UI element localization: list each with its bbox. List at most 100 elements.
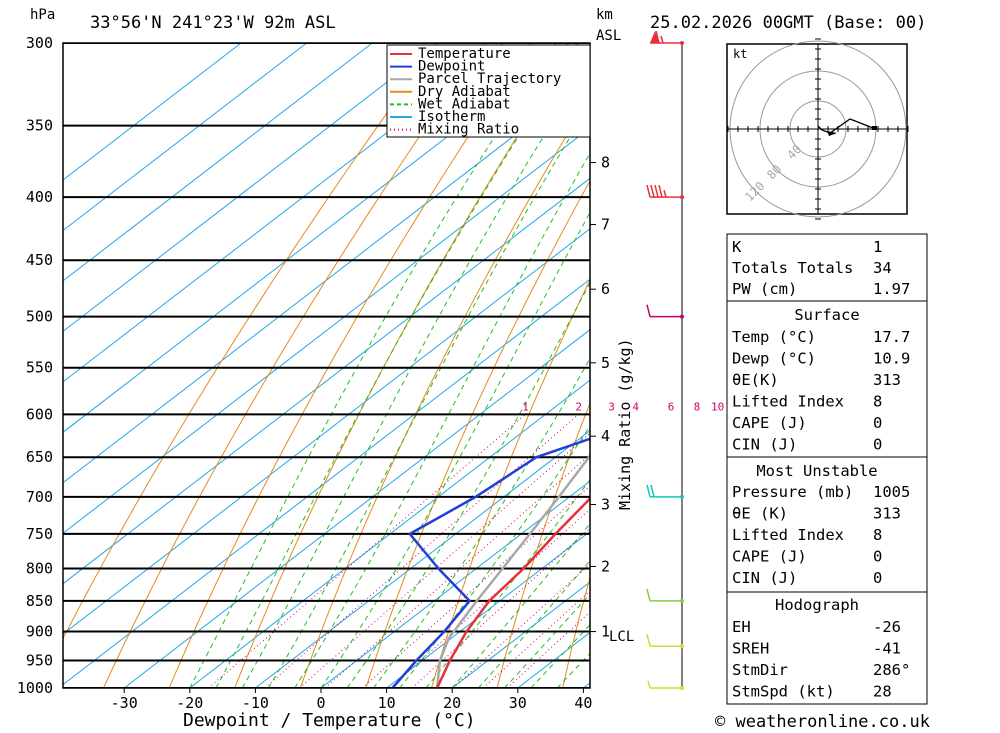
km-label: km	[596, 7, 613, 23]
dry-adiabat-line	[956, 6, 1000, 688]
legend-label: Temperature	[418, 46, 511, 62]
km-tick-label: 7	[601, 216, 610, 234]
wet-adiabat-line	[373, 357, 590, 688]
isotherm-line	[320, 480, 590, 688]
copyright: © weatheronline.co.uk	[715, 712, 930, 732]
x-axis-label: Dewpoint / Temperature (°C)	[183, 710, 476, 731]
wind-barb-full	[646, 588, 651, 602]
table-row-value: 313	[873, 505, 901, 523]
wind-barbs	[646, 30, 684, 690]
wind-barb-full	[650, 484, 655, 498]
most-unstable-title: Most Unstable	[756, 462, 877, 480]
pressure-tick-label: 500	[26, 308, 53, 326]
mixing-ratio-line	[208, 413, 526, 688]
isotherm-line	[63, 43, 439, 333]
table-row-value: -41	[873, 640, 901, 658]
surface-rows: Temp (°C) 17.7 Dewp (°C) 10.9 θE(K) 313 Lifted…	[732, 328, 910, 454]
table-row-value: 28	[873, 683, 892, 701]
table-row-label: StmDir	[732, 661, 788, 679]
wet-adiabat-line	[241, 61, 590, 688]
wind-barb-full	[655, 30, 660, 44]
mixing-ratio-label: 8	[694, 400, 701, 413]
tt-value: 34	[873, 259, 892, 277]
table-row-label: CIN (J)	[732, 436, 797, 454]
lcl-label: LCL	[609, 629, 634, 645]
table-row-value: 1005	[873, 483, 910, 501]
isotherm-line	[63, 43, 504, 383]
surface-box	[726, 300, 928, 458]
pressure-tick-label: 900	[26, 623, 53, 641]
hodo-ticks	[727, 38, 909, 220]
mixing-ratio-label: 6	[668, 400, 675, 413]
temp-tick-label: -30	[111, 694, 138, 712]
pw-value: 1.97	[873, 280, 910, 298]
mixing-ratio-label: 4	[632, 400, 639, 413]
table-row-label: Lifted Index	[732, 526, 844, 544]
table-row-label: θE (K)	[732, 505, 788, 523]
legend-label: Wet Adiabat	[418, 96, 511, 112]
hodograph-rows: EH -26 SREH -41 StmDir 286° StmSpd (kt) 28	[732, 618, 910, 701]
isobar-lines	[63, 43, 590, 688]
wet-adiabat-line	[425, 479, 590, 688]
legend-box	[386, 44, 591, 138]
pressure-tick-label: 300	[26, 34, 53, 52]
mixing-ratio-axis-label: Mixing Ratio (g/kg)	[616, 338, 634, 510]
isotherm-line	[189, 379, 590, 688]
table-row-label: CAPE (J)	[732, 414, 807, 432]
dry-adiabat-line	[496, 402, 590, 688]
legend-label: Mixing Ratio	[418, 122, 519, 138]
table-row-label: SREH	[732, 640, 769, 658]
table-row-value: 8	[873, 526, 882, 544]
sounding-series	[391, 437, 590, 688]
table-row-value: 0	[873, 569, 882, 587]
table-row-label: StmSpd (kt)	[732, 683, 835, 701]
table-row-label: θE(K)	[732, 371, 779, 389]
plot-frame	[62, 42, 591, 689]
temp-tick-label: -10	[242, 694, 269, 712]
wind-barb-half	[663, 189, 667, 198]
k-value: 1	[873, 238, 882, 256]
asl-label: ASL	[596, 28, 621, 44]
wind-barb-full	[646, 304, 651, 317]
legend-label: Parcel Trajectory	[418, 71, 561, 87]
km-tick-label: 3	[601, 496, 610, 514]
table-row-value: 8	[873, 393, 882, 411]
mixing-ratio-label: 2	[575, 400, 582, 413]
km-tick-label: 4	[601, 427, 610, 445]
isotherm-line	[63, 228, 590, 635]
isotherm-line	[63, 127, 590, 534]
table-row-label: Dewp (°C)	[732, 350, 816, 368]
wet-adiabat-line	[215, 43, 579, 688]
temp-tick-label: 30	[509, 694, 527, 712]
table-row-value: 0	[873, 548, 882, 566]
indices-box	[726, 233, 928, 302]
pressure-tick-label: 350	[26, 117, 53, 135]
hodo-storm-marker	[827, 131, 837, 136]
pressure-tick-label: 750	[26, 525, 53, 543]
most-unstable-rows: Pressure (mb) 1005 θE (K) 313 Lifted Index 8 C…	[732, 483, 910, 587]
table-row-value: 313	[873, 371, 901, 389]
mixing-ratio-label: 10	[711, 400, 724, 413]
wind-barb-full	[658, 184, 663, 198]
pressure-tick-label: 450	[26, 251, 53, 269]
pressure-tick-label: 650	[26, 448, 53, 466]
table-row-label: Temp (°C)	[732, 328, 816, 346]
table-row-label: Pressure (mb)	[732, 483, 853, 501]
tt-label: Totals Totals	[732, 259, 853, 277]
wind-barb-half	[660, 35, 664, 44]
wind-barb-full	[654, 184, 659, 198]
wind-barb-pennant	[650, 31, 659, 43]
km-axis: 8 7 6 5 4 3 2 1	[590, 154, 610, 641]
table-row-value: 17.7	[873, 328, 910, 346]
isotherm-line	[63, 43, 242, 181]
temp-tick-label: 40	[574, 694, 592, 712]
temp-tick-label: 20	[443, 694, 461, 712]
mixing-ratio-line	[264, 413, 580, 688]
legend-label: Dewpoint	[418, 59, 485, 75]
hodograph-table: Hodograph EH -26 SREH -41 StmDir 286° StmSpd (…	[726, 591, 928, 705]
mixing-ratio-label: 3	[608, 400, 615, 413]
hodo-end-marker	[872, 126, 877, 130]
km-tick-label: 5	[601, 354, 610, 372]
